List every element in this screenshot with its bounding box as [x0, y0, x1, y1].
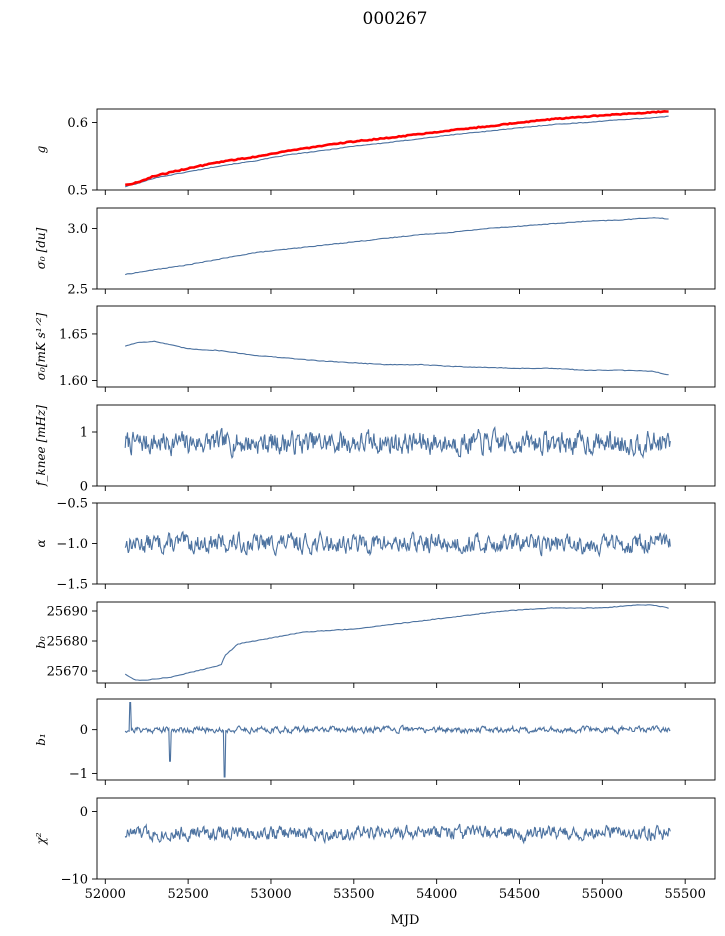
- panel-alpha: −1.5 −1.0 −0.5 α: [34, 497, 716, 593]
- panel-frame: [96, 305, 716, 388]
- x-tick-label: 52000: [85, 887, 126, 902]
- y-axis-label: f_knee [mHz]: [34, 405, 48, 487]
- panel-sigma0-mk: 1.60 1.65 σ₀[mK s¹ᐟ²]: [34, 305, 716, 392]
- y-tick-label: −0.5: [56, 497, 88, 512]
- panel-frame: [96, 698, 716, 781]
- panel-chi2: −10 0 52000 52500 53000 53500 54000 54500 55000 5…: [34, 797, 716, 902]
- series-line: [124, 426, 671, 460]
- y-tick-label: 25680: [47, 635, 88, 650]
- figure-title: 000267: [363, 9, 428, 29]
- series-line: [124, 529, 671, 558]
- x-tick-label: 54000: [416, 887, 457, 902]
- panel-g: 0.5 0.6 g: [34, 108, 716, 199]
- y-tick-label: −1.5: [56, 578, 88, 593]
- x-tick-label: 54500: [499, 887, 540, 902]
- series-line-reference: [125, 109, 669, 187]
- y-tick-label: 0: [80, 480, 88, 495]
- y-axis-label: b₁: [34, 733, 48, 746]
- y-tick-label: 0: [80, 723, 88, 738]
- y-tick-label: 1.60: [59, 374, 88, 389]
- y-tick-label: 0: [80, 805, 88, 820]
- y-tick-label: 1.65: [59, 327, 88, 342]
- y-tick-label: 2.5: [67, 283, 88, 298]
- x-tick-label: 53500: [333, 887, 374, 902]
- panel-fknee: 0 1 f_knee [mHz]: [34, 404, 716, 495]
- panel-frame: [96, 797, 716, 880]
- y-tick-label: −10: [61, 873, 88, 888]
- y-axis-label: χ²: [34, 832, 48, 845]
- series-line: [124, 701, 671, 778]
- x-tick-label: 52500: [167, 887, 208, 902]
- y-tick-label: 25670: [47, 665, 88, 680]
- y-tick-label: −1: [69, 767, 88, 782]
- y-axis-label: σ₀[mK s¹ᐟ²]: [34, 312, 48, 380]
- x-axis-label: MJD: [391, 913, 420, 928]
- series-line: [124, 823, 671, 845]
- x-tick-label: 53000: [250, 887, 291, 902]
- series-line: [125, 217, 669, 276]
- y-tick-label: 0.6: [67, 116, 88, 131]
- series-line: [125, 115, 669, 188]
- y-tick-label: −1.0: [56, 537, 88, 552]
- panel-frame: [96, 601, 716, 684]
- y-axis-label: g: [34, 145, 48, 153]
- y-tick-label: 1: [80, 426, 88, 441]
- y-tick-label: 25690: [47, 605, 88, 620]
- series-line: [124, 604, 669, 681]
- panel-frame: [96, 404, 716, 487]
- panel-frame: [96, 108, 716, 191]
- x-tick-label: 55000: [582, 887, 623, 902]
- series-line: [125, 340, 669, 376]
- panel-b0: 25670 25680 25690 b₀: [34, 601, 716, 688]
- y-axis-label: α: [34, 539, 48, 547]
- panel-sigma0-du: 2.5 3.0 σ₀ [du]: [34, 207, 716, 298]
- y-axis-label: σ₀ [du]: [34, 227, 48, 269]
- y-tick-label: 0.5: [67, 184, 88, 199]
- panel-b1: −1 0 b₁: [34, 698, 716, 785]
- x-tick-label: 55500: [664, 887, 705, 902]
- panel-frame: [96, 207, 716, 290]
- y-tick-label: 3.0: [67, 222, 88, 237]
- y-axis-label: b₀: [34, 636, 48, 649]
